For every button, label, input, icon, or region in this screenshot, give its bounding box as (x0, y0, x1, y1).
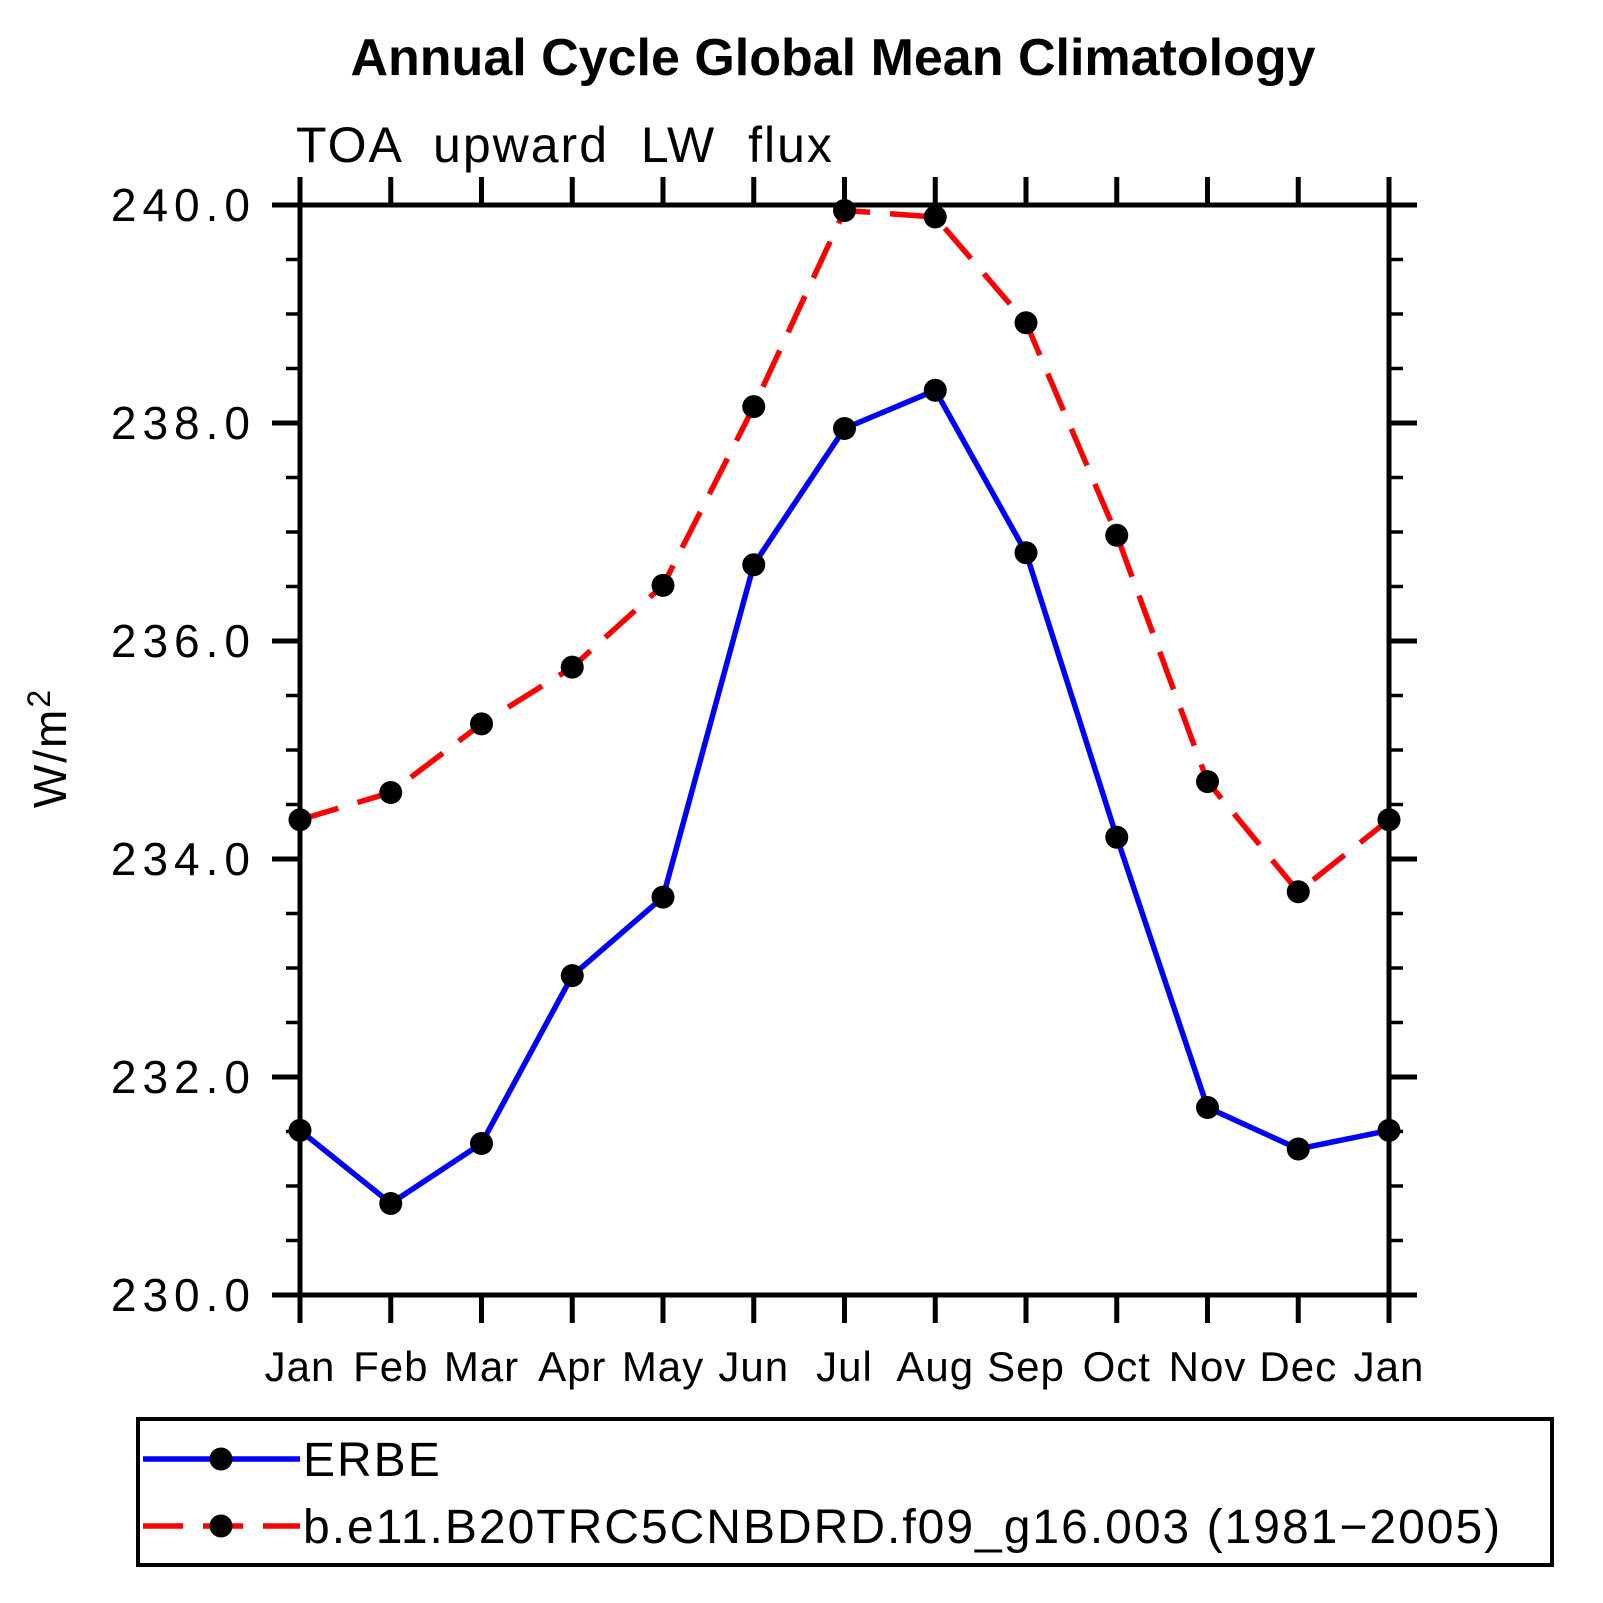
legend-marker-icon (209, 1514, 233, 1538)
data-point (742, 553, 766, 577)
data-point (1105, 523, 1129, 547)
data-point (1377, 808, 1401, 832)
data-point (560, 964, 584, 988)
data-point (1377, 1118, 1401, 1142)
x-tick-label: Jul (816, 1343, 873, 1390)
y-tick-label: 240.0 (111, 179, 256, 231)
x-tick-label: Dec (1259, 1343, 1337, 1390)
y-tick-labels: 230.0 232.0 234.0 236.0 238.0 240.0 (111, 179, 256, 1321)
data-point (833, 416, 856, 440)
data-point (923, 205, 947, 229)
legend-box (136, 1417, 1554, 1567)
legend-marker-icon (209, 1447, 233, 1471)
x-tick-label: Jan (265, 1343, 336, 1390)
data-point (651, 885, 675, 909)
chart-subtitle: TOA upward LW flux (296, 117, 834, 173)
data-point (1286, 880, 1310, 904)
data-point (1105, 825, 1129, 849)
data-point (1014, 541, 1038, 565)
data-point (1014, 311, 1038, 335)
x-tick-label: Oct (1083, 1343, 1151, 1390)
legend: ERBE b.e11.B20TRC5CNBDRD.f09_g16.003 (19… (136, 1417, 1554, 1567)
x-tick-label: May (622, 1343, 704, 1390)
chart-title: Annual Cycle Global Mean Climatology (350, 29, 1315, 87)
x-tick-label: Mar (444, 1343, 519, 1390)
x-tick-labels: Jan Feb Mar Apr May Jun Jul Aug Sep Oct Nov Dec Jan (265, 1343, 1425, 1390)
series-line-1 (299, 207, 1391, 896)
data-point (833, 198, 856, 222)
data-point (379, 1191, 403, 1215)
data-point (1196, 770, 1219, 794)
data-point (288, 808, 312, 832)
x-tick-label: Aug (896, 1343, 974, 1390)
x-tick-label: Jan (1354, 1343, 1425, 1390)
data-point (742, 395, 766, 419)
y-tick-label: 234.0 (111, 833, 256, 885)
data-point (379, 781, 403, 805)
plot-frame (297, 202, 1392, 1298)
x-tick-label: Apr (538, 1343, 606, 1390)
data-point (470, 1131, 493, 1155)
data-point (288, 1118, 312, 1142)
y-tick-label: 230.0 (111, 1269, 256, 1321)
x-tick-label: Feb (353, 1343, 428, 1390)
y-tick-label: 232.0 (111, 1051, 256, 1103)
legend-label-erbe: ERBE (303, 1434, 442, 1487)
legend-item-model: b.e11.B20TRC5CNBDRD.f09_g16.003 (1981−20… (143, 1501, 1502, 1554)
data-point (470, 712, 493, 736)
data-point (1196, 1096, 1219, 1120)
y-tick-label: 238.0 (111, 397, 256, 449)
legend-item-erbe: ERBE (143, 1434, 442, 1487)
data-point (560, 655, 584, 679)
y-tick-label: 236.0 (111, 615, 256, 667)
data-point (923, 378, 947, 402)
series-line-0 (298, 386, 1390, 1207)
data-point (1286, 1137, 1310, 1161)
legend-label-model: b.e11.B20TRC5CNBDRD.f09_g16.003 (1981−20… (303, 1501, 1502, 1554)
data-point (651, 573, 675, 597)
x-tick-label: Sep (987, 1343, 1065, 1390)
x-tick-label: Jun (718, 1343, 789, 1390)
series-layer (288, 198, 1401, 1215)
y-axis-unit-label: W/m2 (21, 688, 76, 808)
axis-ticks-layer (272, 177, 1417, 1323)
x-tick-label: Nov (1169, 1343, 1247, 1390)
